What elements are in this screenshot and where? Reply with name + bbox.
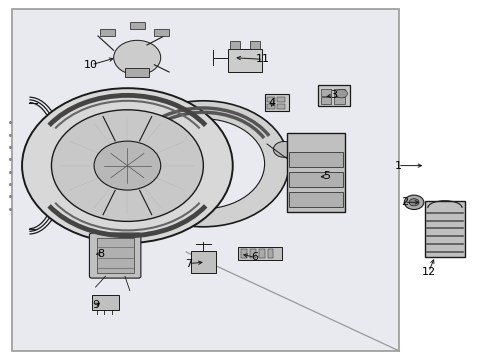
Bar	[97, 238, 133, 273]
Bar	[191, 251, 216, 273]
Text: 10: 10	[84, 60, 98, 70]
Bar	[289, 192, 343, 207]
Bar	[289, 152, 343, 167]
Bar	[335, 89, 345, 96]
Bar	[12, 9, 399, 351]
Text: 12: 12	[422, 267, 436, 277]
Circle shape	[118, 101, 289, 227]
Circle shape	[22, 88, 233, 243]
Bar	[321, 89, 332, 96]
Bar	[265, 94, 289, 111]
Bar	[277, 104, 285, 109]
Bar	[228, 49, 262, 72]
Circle shape	[336, 89, 347, 98]
Text: 7: 7	[186, 258, 193, 269]
Bar	[238, 247, 282, 260]
Bar	[287, 133, 345, 212]
Bar	[250, 249, 256, 258]
Bar	[125, 68, 149, 77]
Text: 6: 6	[251, 252, 258, 262]
Bar	[425, 201, 465, 256]
Bar	[250, 41, 260, 49]
Bar	[277, 97, 285, 102]
Text: 1: 1	[394, 161, 401, 171]
Bar	[268, 249, 273, 258]
Text: 5: 5	[323, 171, 330, 181]
Text: 4: 4	[269, 98, 276, 108]
Circle shape	[114, 40, 161, 75]
Bar	[335, 97, 345, 104]
Circle shape	[94, 141, 161, 190]
Bar	[289, 172, 343, 187]
Bar	[267, 104, 275, 109]
Bar	[267, 97, 275, 102]
Circle shape	[51, 110, 203, 221]
Bar	[92, 295, 119, 310]
FancyBboxPatch shape	[89, 233, 141, 278]
Bar	[130, 22, 145, 29]
Text: 8: 8	[97, 249, 104, 259]
Circle shape	[409, 199, 419, 206]
Bar	[321, 97, 332, 104]
Circle shape	[404, 195, 424, 210]
Bar	[100, 29, 115, 36]
Text: 3: 3	[330, 90, 337, 100]
Bar	[259, 249, 265, 258]
Bar	[230, 41, 240, 49]
Circle shape	[142, 119, 265, 209]
Text: 2: 2	[401, 197, 408, 207]
Text: 11: 11	[256, 54, 270, 64]
Bar	[241, 249, 247, 258]
Circle shape	[273, 141, 295, 157]
Text: 9: 9	[93, 300, 99, 310]
Bar	[318, 85, 350, 106]
Bar	[154, 29, 169, 36]
